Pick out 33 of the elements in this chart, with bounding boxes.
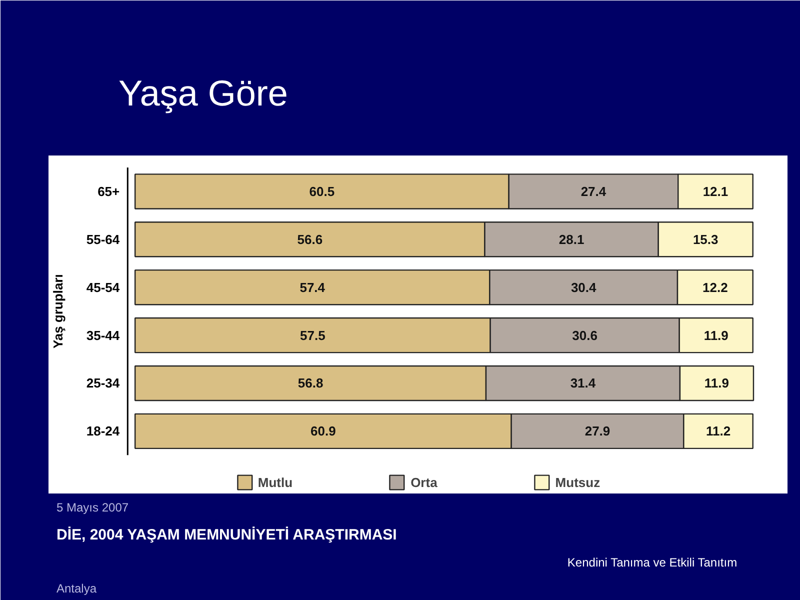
data-label: 60.9	[310, 424, 336, 439]
y-tick-label: 18-24	[86, 424, 120, 439]
y-tick-label: 65+	[98, 184, 120, 199]
text: DİE, 2004 YAŞAM MEMNUNİYETİ ARAŞTIRMASI	[56, 526, 397, 544]
data-label: 56.6	[297, 232, 323, 247]
data-label: 60.5	[309, 184, 335, 199]
data-label: 57.5	[300, 328, 326, 343]
data-label: 30.4	[570, 280, 598, 295]
data-label: 12.2	[702, 280, 728, 295]
data-label: 27.9	[584, 424, 610, 439]
legend-label: Mutlu	[258, 474, 293, 490]
data-label: 57.4	[300, 280, 326, 295]
y-tick-label: 25-34	[86, 376, 120, 391]
text: 5 Mayıs 2007	[56, 500, 129, 514]
data-label: 11.9	[704, 376, 730, 391]
y-tick-label: 35-44	[86, 328, 120, 343]
data-label: 27.4	[580, 184, 607, 199]
chart-title: Yaşa Göre	[118, 72, 288, 114]
y-axis-title: Yaş grupları	[50, 274, 66, 349]
data-label: 11.2	[706, 424, 731, 439]
data-label: 28.1	[558, 232, 584, 247]
y-tick-label: 55-64	[86, 232, 120, 247]
data-label: 31.4	[570, 376, 596, 391]
data-label: 12.1	[702, 184, 728, 199]
data-label: 11.9	[704, 328, 728, 343]
y-tick-label: 45-54	[86, 280, 120, 295]
legend-label: Orta	[410, 474, 438, 490]
text: Antalya	[56, 582, 97, 596]
data-label: 56.8	[298, 376, 324, 391]
data-label: 30.6	[572, 328, 598, 343]
text: Kendini Tanıma ve Etkili Tanıtım	[567, 556, 738, 570]
data-label: 15.3	[692, 232, 718, 247]
legend-label: Mutsuz	[555, 474, 600, 490]
